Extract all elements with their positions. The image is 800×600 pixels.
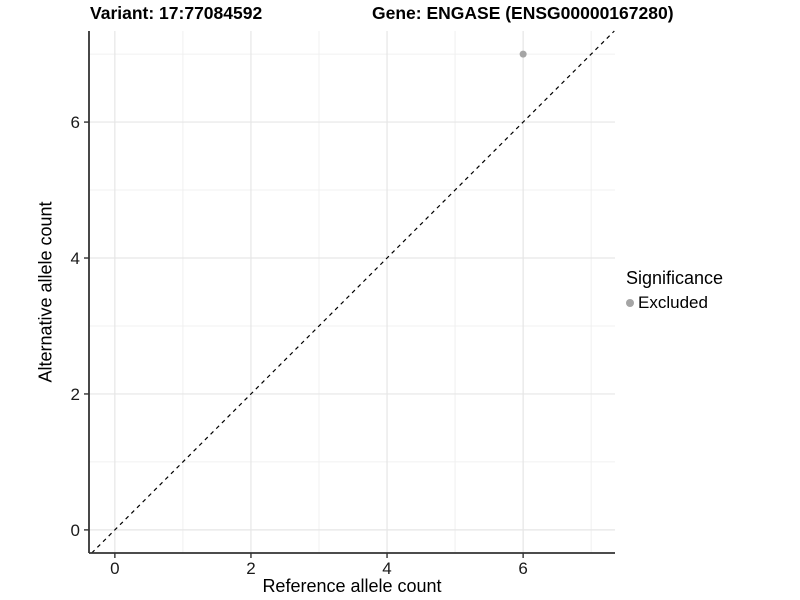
x-tick-label: 6 — [518, 559, 527, 578]
y-tick-label: 4 — [71, 249, 80, 268]
legend-title: Significance — [626, 268, 724, 288]
data-point — [519, 50, 527, 58]
y-tick-label: 6 — [71, 113, 80, 132]
legend: Significance Excluded — [626, 268, 723, 313]
axis-ticks: 0 2 4 6 0 2 4 6 — [71, 113, 528, 578]
y-tick-label: 2 — [71, 385, 80, 404]
y-tick-label: 0 — [71, 521, 80, 540]
identity-reference-line — [91, 30, 615, 554]
x-tick-label: 2 — [246, 559, 255, 578]
gene-title: Gene: ENGASE (ENSG00000167280) — [372, 3, 674, 23]
legend-item-label: Excluded — [638, 293, 708, 312]
y-axis-title: Alternative allele count — [35, 201, 56, 383]
x-axis-title: Reference allele count — [262, 576, 442, 596]
variant-title: Variant: 17:77084592 — [90, 3, 263, 23]
axis-lines — [88, 31, 615, 554]
data-points — [519, 50, 527, 58]
gridlines-major — [89, 31, 615, 553]
x-tick-label: 4 — [382, 559, 391, 578]
legend-item-excluded: Excluded — [626, 293, 723, 313]
gridlines-minor — [89, 31, 615, 553]
x-tick-label: 0 — [110, 559, 119, 578]
excluded-point-icon — [626, 299, 634, 307]
